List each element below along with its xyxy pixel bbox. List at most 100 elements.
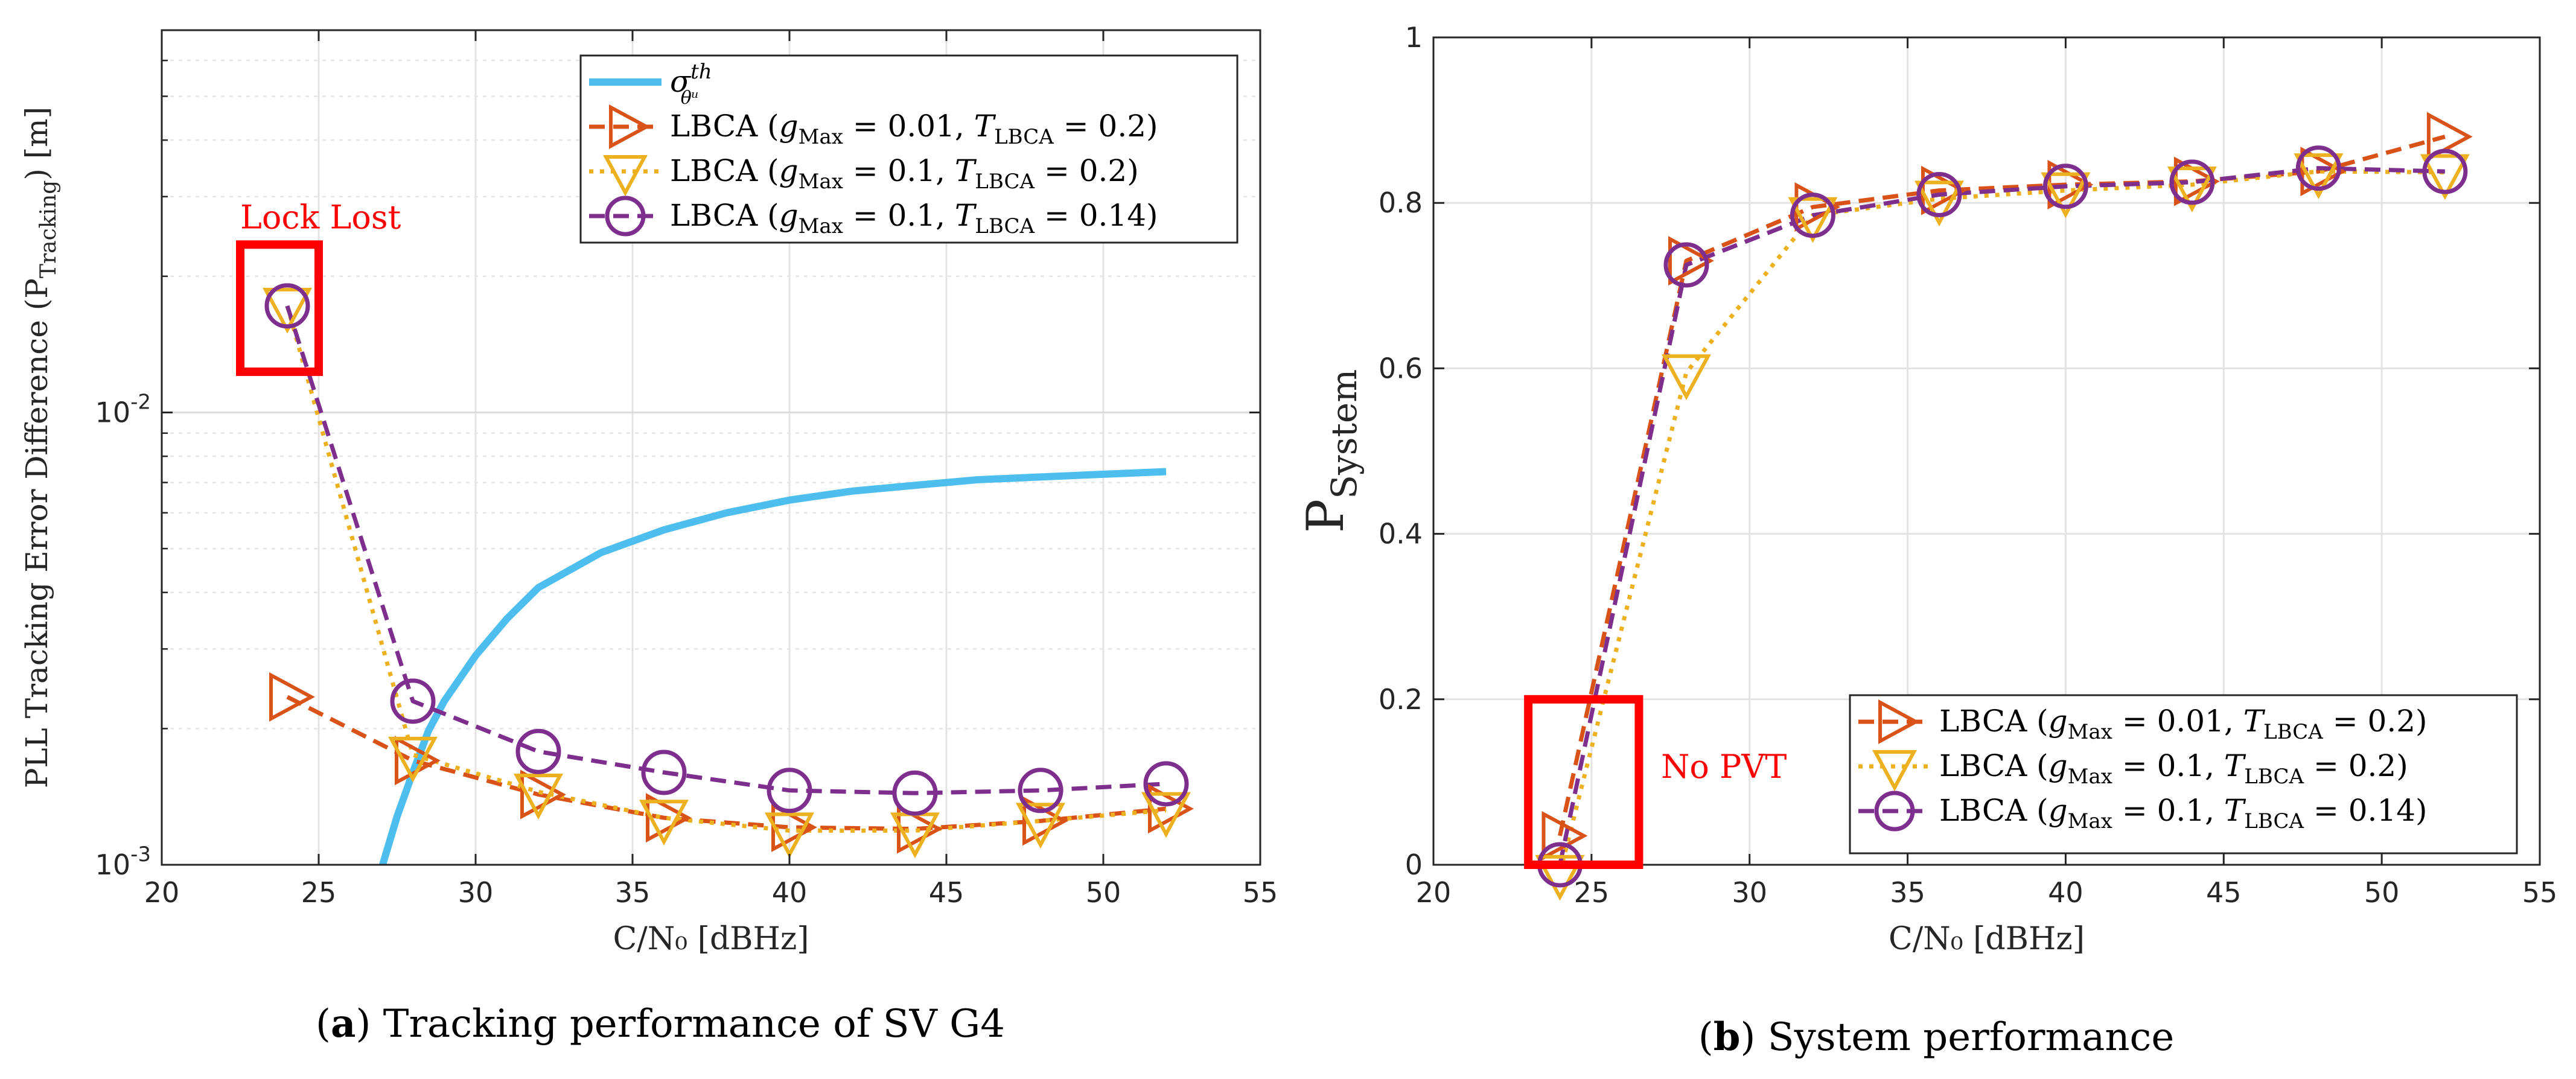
legend-text-part: = 0.1, [2112, 748, 2224, 783]
data-marker-s2 [2420, 154, 2470, 200]
legend-label: LBCA (gMax = 0.1, TLBCA = 0.14) [1939, 793, 2428, 833]
legend-subscript: θᵘ [681, 88, 699, 109]
legend-sub: LBCA [975, 214, 1035, 238]
caption-letter: b [1714, 1014, 1741, 1060]
legend-label: LBCA (gMax = 0.1, TLBCA = 0.14) [670, 198, 1158, 238]
legend-marker [1872, 750, 1918, 792]
legend-label: LBCA (gMax = 0.1, TLBCA = 0.2) [670, 153, 1139, 194]
data-marker-s2 [1535, 855, 1585, 901]
data-marker-s3 [764, 812, 815, 859]
data-marker-s2 [2294, 153, 2344, 200]
data-marker-s4 [264, 283, 310, 329]
data-marker-s2 [1788, 197, 1838, 243]
y-tick-base: 10 [95, 848, 131, 881]
legend-text-part: = 0.1, [843, 198, 955, 233]
axes-frame [1432, 36, 2541, 866]
data-marker-s3 [1015, 803, 1066, 849]
y-tick-base: 0.2 [1379, 683, 1423, 716]
y-tick-base: 0.8 [1379, 186, 1423, 219]
legend-t: T [955, 198, 977, 233]
y-tick-base: 0.6 [1379, 352, 1423, 384]
data-marker-s1 [2426, 112, 2473, 162]
y-tick-label: 0.2 [1379, 683, 1423, 716]
data-marker-s4 [641, 750, 687, 795]
x-tick-label: 45 [929, 876, 964, 909]
legend-sub: Max [2068, 720, 2112, 744]
y-tick-label: 0.8 [1379, 186, 1423, 219]
data-marker-s3 [262, 287, 313, 334]
x-tick-label: 50 [1086, 876, 1121, 909]
y-tick-label: 0.4 [1379, 518, 1423, 550]
y-label-subscript: System [1324, 369, 1365, 499]
x-axis-label: C/N₀ [dBHz] [613, 921, 809, 957]
x-axis-label: C/N₀ [dBHz] [1889, 921, 2085, 957]
x-tick-label: 50 [2364, 876, 2400, 909]
legend-marker [602, 155, 648, 197]
legend-box [1849, 694, 2518, 855]
markers-group [1535, 112, 2473, 901]
y-tick-exponent: -2 [130, 390, 151, 414]
data-marker-s3 [2422, 148, 2468, 194]
data-marker-s2 [2041, 172, 2091, 218]
annotation-box [1524, 695, 1643, 870]
data-marker-s3 [513, 774, 564, 820]
x-tick-label: 55 [2522, 876, 2558, 909]
data-marker-s4 [892, 770, 938, 816]
legend-t: T [974, 109, 996, 144]
legend-sub: Max [799, 170, 843, 194]
annotation-text: No PVT [1661, 748, 1787, 786]
x-tick-label: 25 [1574, 876, 1610, 909]
legend-marker [605, 196, 646, 237]
x-tick-label: 30 [1732, 876, 1767, 909]
legend-sub: Max [799, 125, 843, 149]
data-marker-s2 [897, 804, 943, 854]
y-tick-label: 0 [1405, 848, 1423, 881]
data-marker-s4 [1143, 761, 1189, 807]
legend-label: LBCA (gMax = 0.01, TLBCA = 0.2) [1939, 704, 2428, 744]
data-marker-s4 [767, 768, 812, 813]
legend-marker [609, 104, 651, 150]
legend-text-part: = 0.14) [2304, 793, 2428, 828]
legend-sigma: σ [670, 64, 692, 99]
legend-sub: LBCA [2244, 809, 2304, 833]
data-marker-s4 [1018, 768, 1063, 813]
data-marker-s1 [1668, 236, 1714, 286]
x-tick-label: 25 [301, 876, 337, 909]
legend-text-part: = 0.2) [1054, 109, 1158, 144]
x-tick-label: 35 [1890, 876, 1925, 909]
data-marker-s3 [2169, 159, 2215, 205]
data-marker-s3 [1141, 792, 1191, 838]
y-tick-base: 0 [1405, 848, 1423, 881]
legend-text-part: = 0.01, [2112, 704, 2243, 739]
legend-text-part: = 0.14) [1035, 198, 1158, 233]
legend-text-part: = 0.01, [843, 109, 974, 144]
data-marker-s3 [2042, 164, 2088, 209]
y-axis-label: PSystem [1296, 369, 1365, 533]
data-marker-s4 [390, 678, 436, 724]
y-tick-base: 10 [95, 396, 131, 428]
data-marker-s2 [1914, 180, 1964, 227]
x-tick-label: 40 [2048, 876, 2083, 909]
data-marker-s3 [1916, 171, 1962, 217]
legend-sub: LBCA [2244, 765, 2304, 789]
data-marker-s3 [639, 800, 689, 846]
y-tick-label: 1 [1405, 21, 1423, 54]
series-line-2 [286, 695, 1167, 832]
caption-text: ) Tracking performance of SV G4 [355, 1002, 1005, 1046]
legend-text-part: LBCA ( [1939, 748, 2048, 783]
legend-marker [1878, 699, 1920, 745]
y-axis-label: PLL Tracking Error Difference (PTracking… [19, 107, 61, 788]
caption-letter: a [331, 1001, 355, 1046]
legend-text-part: LBCA ( [670, 153, 779, 188]
legend-label: LBCA (gMax = 0.01, TLBCA = 0.2) [670, 109, 1158, 149]
data-marker-s2 [1661, 354, 1712, 401]
legend-g: g [2048, 793, 2068, 828]
legend-g: g [779, 198, 799, 233]
y-tick-exponent: -3 [130, 842, 151, 867]
legend-text-part: = 0.2) [2323, 704, 2428, 739]
y-label-suffix: ) [m] [19, 107, 54, 180]
x-tick-label: 20 [144, 876, 180, 909]
data-marker-s3 [1663, 242, 1709, 288]
x-tick-label: 40 [772, 876, 808, 909]
